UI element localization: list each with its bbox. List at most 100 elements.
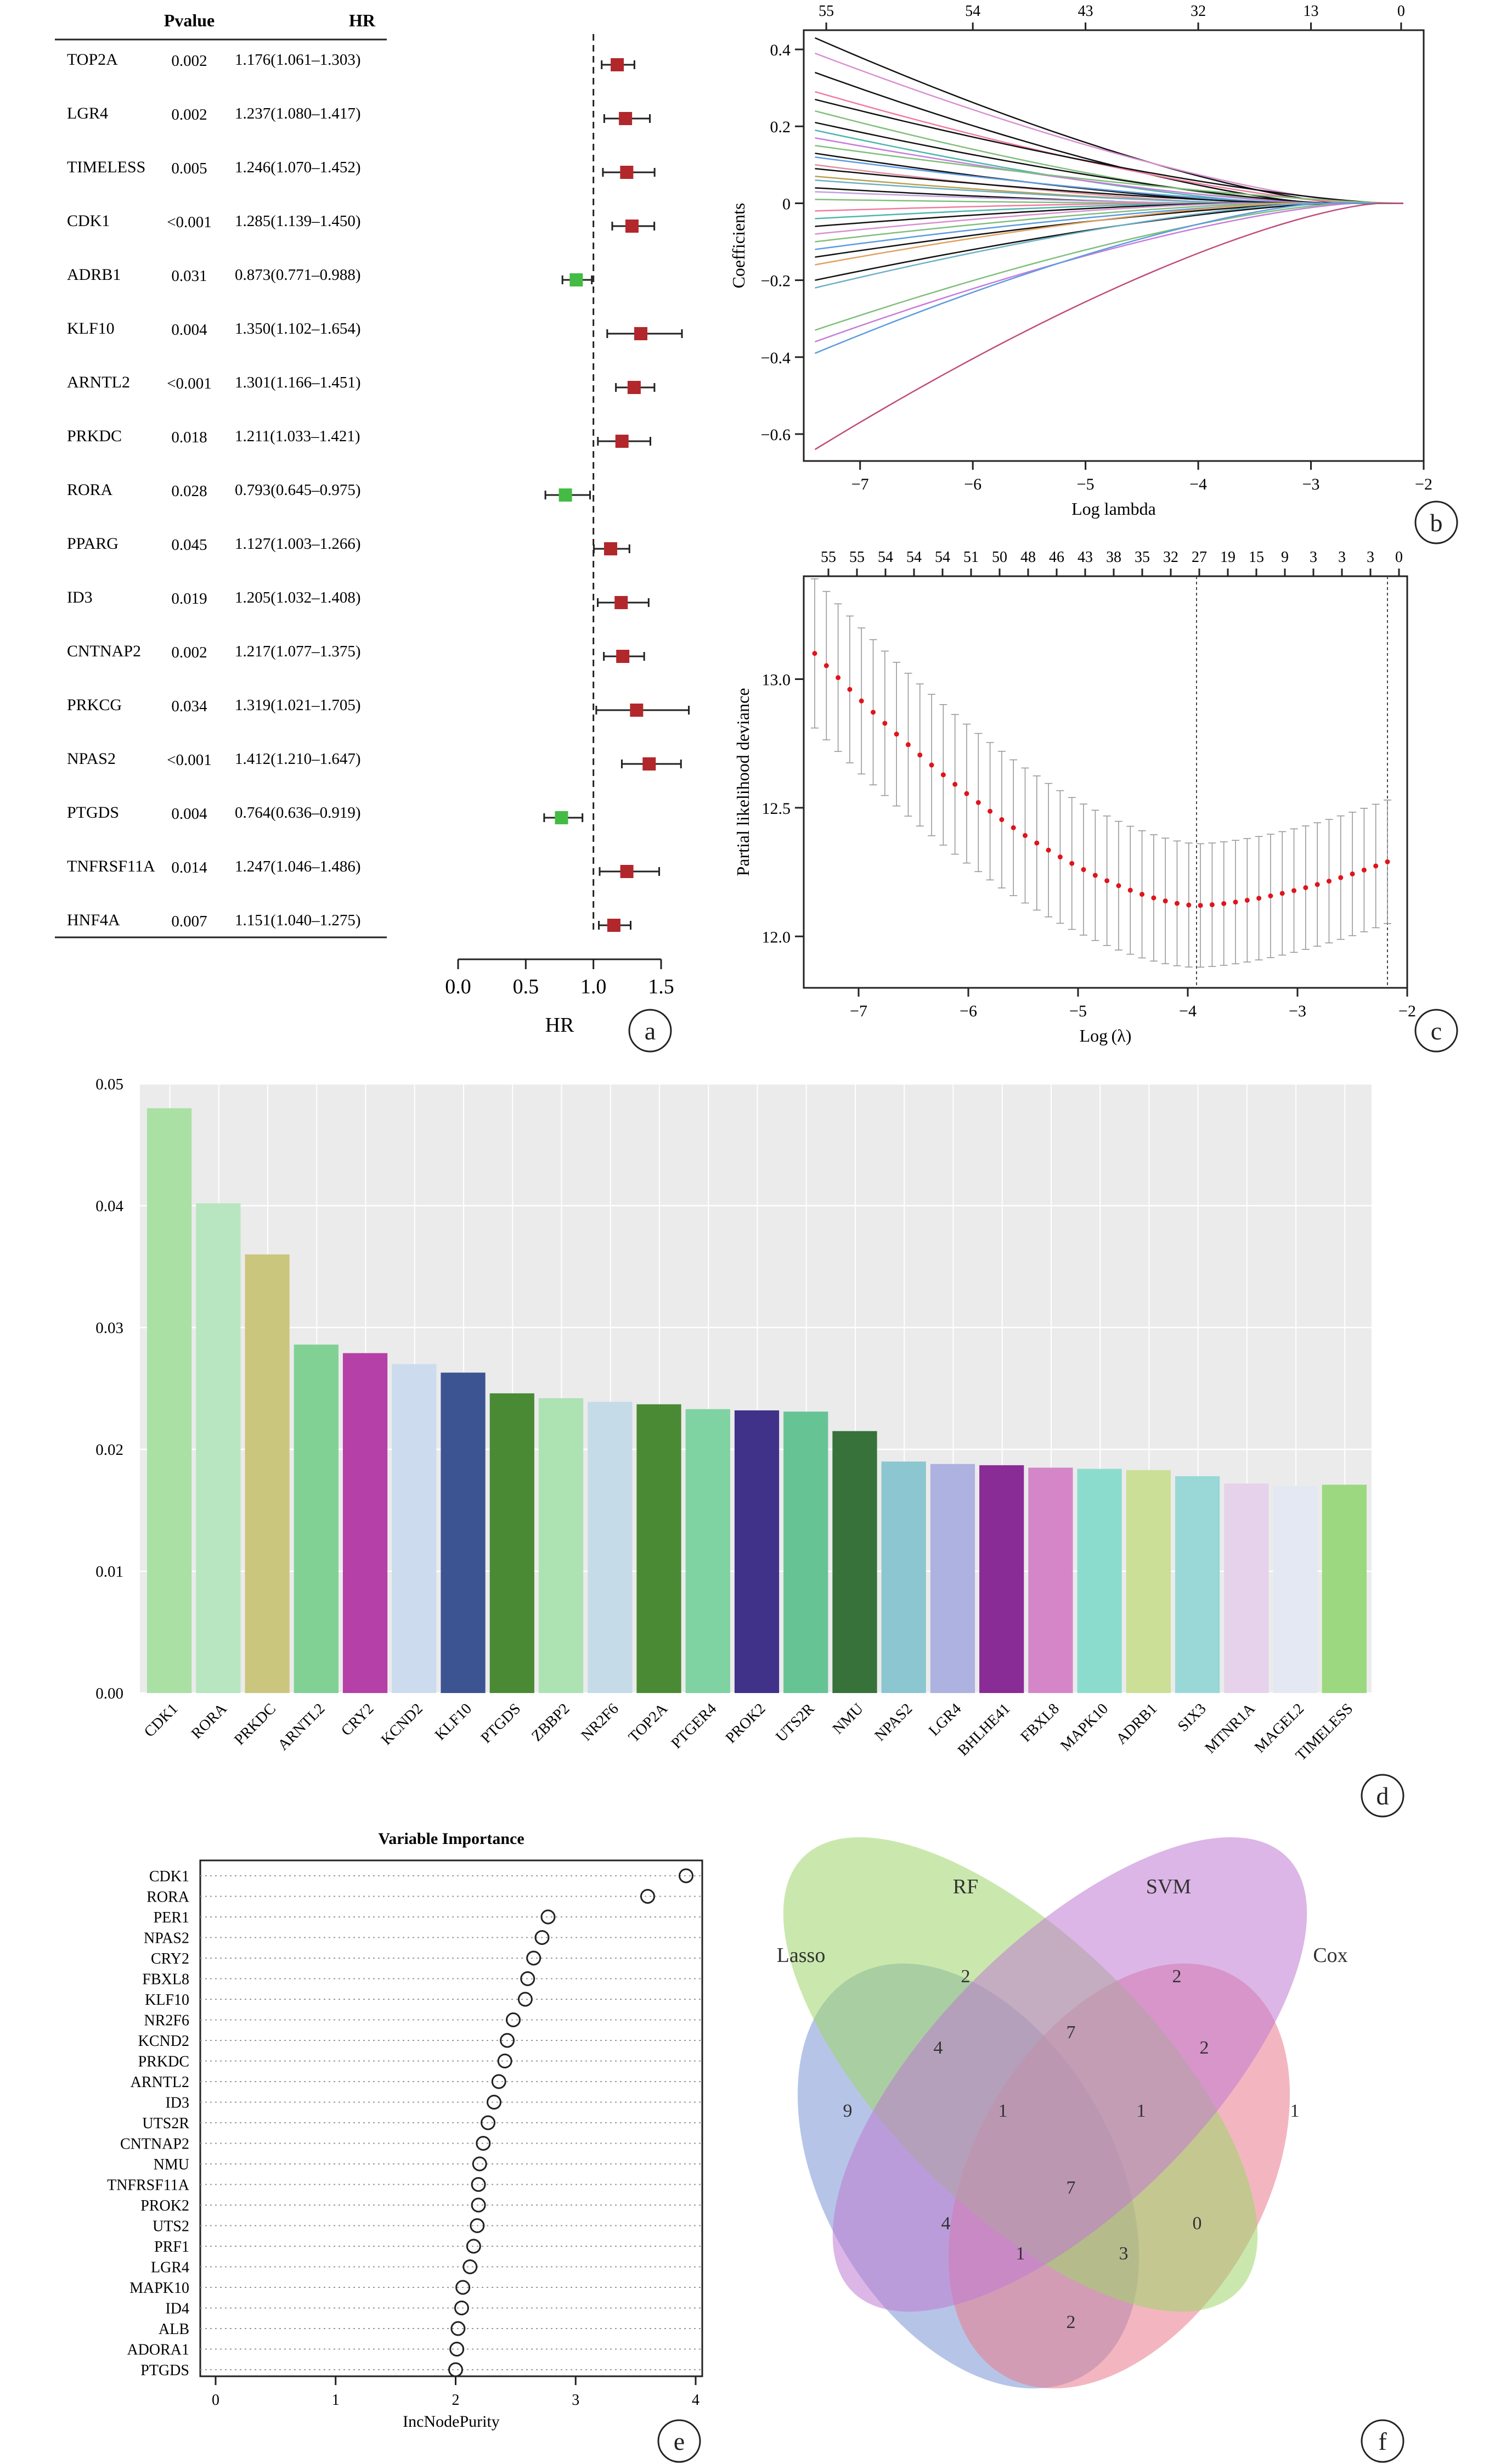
importance-point xyxy=(449,2342,465,2357)
hr-point xyxy=(627,381,641,394)
x-tick-label: MAPK10 xyxy=(1057,1700,1112,1755)
y-tick-label: 0.00 xyxy=(95,1685,123,1702)
hr-cell: 1.237(1.080–1.417) xyxy=(235,105,361,122)
deviance-point xyxy=(1256,896,1262,901)
variable-label: MAPK10 xyxy=(129,2280,189,2297)
top-tick-label: 43 xyxy=(1077,549,1093,566)
pvalue-cell: <0.001 xyxy=(167,375,212,392)
variable-label: UTS2R xyxy=(142,2115,189,2132)
gene-label: KLF10 xyxy=(67,319,115,338)
top-tick-label: 50 xyxy=(992,549,1007,566)
deviance-point xyxy=(1338,875,1344,880)
coefficient-path xyxy=(815,110,1403,204)
coefficient-path xyxy=(815,203,1403,354)
gene-label: RORA xyxy=(67,481,113,499)
top-tick-label: 46 xyxy=(1049,549,1064,566)
x-tick-label: 3 xyxy=(572,2392,579,2409)
venn-region-count: 4 xyxy=(934,2038,943,2058)
deviance-point xyxy=(1291,888,1297,893)
top-tick-label: 32 xyxy=(1191,3,1206,20)
coefficient-path xyxy=(815,137,1403,204)
panel-label-circle xyxy=(1414,1009,1458,1053)
importance-point xyxy=(471,2177,486,2192)
importance-bar xyxy=(1224,1483,1269,1693)
gene-label: PRKCG xyxy=(67,696,122,714)
importance-bar xyxy=(147,1108,192,1693)
x-tick-label: −5 xyxy=(1069,1002,1087,1020)
deviance-point xyxy=(975,800,981,805)
venn-region-count: 2 xyxy=(1172,1966,1182,1987)
hr-point xyxy=(642,757,656,771)
venn-region-count: 1 xyxy=(1016,2243,1025,2264)
coefficient-path xyxy=(815,179,1403,204)
importance-bar xyxy=(1028,1467,1073,1693)
deviance-point xyxy=(847,687,853,692)
variable-label: PTGDS xyxy=(140,2362,189,2379)
importance-point xyxy=(472,2156,487,2172)
hr-point xyxy=(558,488,572,502)
deviance-point xyxy=(1163,898,1168,904)
venn-region-count: 2 xyxy=(1200,2038,1209,2058)
deviance-point xyxy=(1069,861,1075,866)
importance-point xyxy=(491,2074,506,2089)
coefficient-path xyxy=(815,203,1403,227)
deviance-point xyxy=(1116,883,1121,889)
gene-label: TOP2A xyxy=(67,50,118,69)
y-tick-label: −0.2 xyxy=(761,272,791,290)
importance-bar xyxy=(685,1409,730,1693)
hr-cell: 0.873(0.771–0.988) xyxy=(235,266,361,284)
importance-bar xyxy=(636,1404,681,1693)
hr-cell: 1.151(1.040–1.275) xyxy=(235,912,361,929)
x-axis-label: IncNodePurity xyxy=(403,2413,500,2431)
variable-label: UTS2 xyxy=(153,2218,189,2235)
top-tick-label: 3 xyxy=(1367,549,1374,566)
coefficient-path xyxy=(815,145,1403,204)
venn-region-count: 1 xyxy=(998,2101,1008,2121)
y-tick-label: −0.6 xyxy=(761,426,791,444)
variable-label: CNTNAP2 xyxy=(120,2136,189,2153)
importance-point xyxy=(500,2033,515,2048)
top-tick-label: 43 xyxy=(1078,3,1093,20)
importance-bar xyxy=(1077,1469,1122,1693)
top-tick-label: 38 xyxy=(1106,549,1121,566)
gene-label: ID3 xyxy=(67,588,93,606)
col-header-pvalue: Pvalue xyxy=(164,10,215,30)
deviance-point xyxy=(999,817,1005,822)
hr-point xyxy=(620,865,634,878)
importance-bar xyxy=(294,1345,338,1693)
venn-region-count: 2 xyxy=(1067,2312,1076,2332)
pvalue-cell: <0.001 xyxy=(167,751,212,769)
importance-bar xyxy=(489,1393,534,1693)
x-tick-label: NMU xyxy=(830,1700,867,1737)
hr-cell: 1.127(1.003–1.266) xyxy=(235,535,361,553)
venn-ellipse-svm xyxy=(832,1837,1307,2312)
x-tick-label: TOP2A xyxy=(625,1700,672,1746)
deviance-point xyxy=(1174,901,1180,906)
coefficient-path xyxy=(815,98,1403,204)
importance-point xyxy=(462,2259,478,2274)
coefficient-path xyxy=(815,203,1403,250)
deviance-point xyxy=(1034,840,1040,846)
importance-bar xyxy=(979,1465,1024,1693)
importance-bar xyxy=(392,1364,437,1693)
pvalue-cell: 0.004 xyxy=(171,321,207,339)
deviance-point xyxy=(1092,873,1098,878)
y-tick-label: −0.4 xyxy=(761,349,791,367)
top-tick-label: 35 xyxy=(1135,549,1150,566)
variable-label: PER1 xyxy=(154,1909,189,1926)
importance-point xyxy=(487,2095,501,2110)
importance-bar xyxy=(1322,1484,1367,1693)
deviance-point xyxy=(1209,902,1215,908)
gene-label: CDK1 xyxy=(67,212,110,230)
y-tick-label: 0.01 xyxy=(95,1563,123,1581)
gene-label: PTGDS xyxy=(67,803,119,822)
top-tick-label: 3 xyxy=(1338,549,1346,566)
panel-label: b xyxy=(1430,509,1443,537)
deviance-point xyxy=(964,791,969,796)
x-tick-label: −6 xyxy=(960,1002,977,1020)
panel-b-lasso-paths: −7 −6 −5 −4 −3 −2 −0.6 −0.4 −0.2 0 0.2 0.4 55 54 43 32 1… xyxy=(729,3,1458,544)
importance-point xyxy=(526,1950,541,1966)
importance-bar xyxy=(734,1410,780,1693)
y-tick-label: 0 xyxy=(782,195,791,213)
importance-point xyxy=(679,1868,693,1883)
